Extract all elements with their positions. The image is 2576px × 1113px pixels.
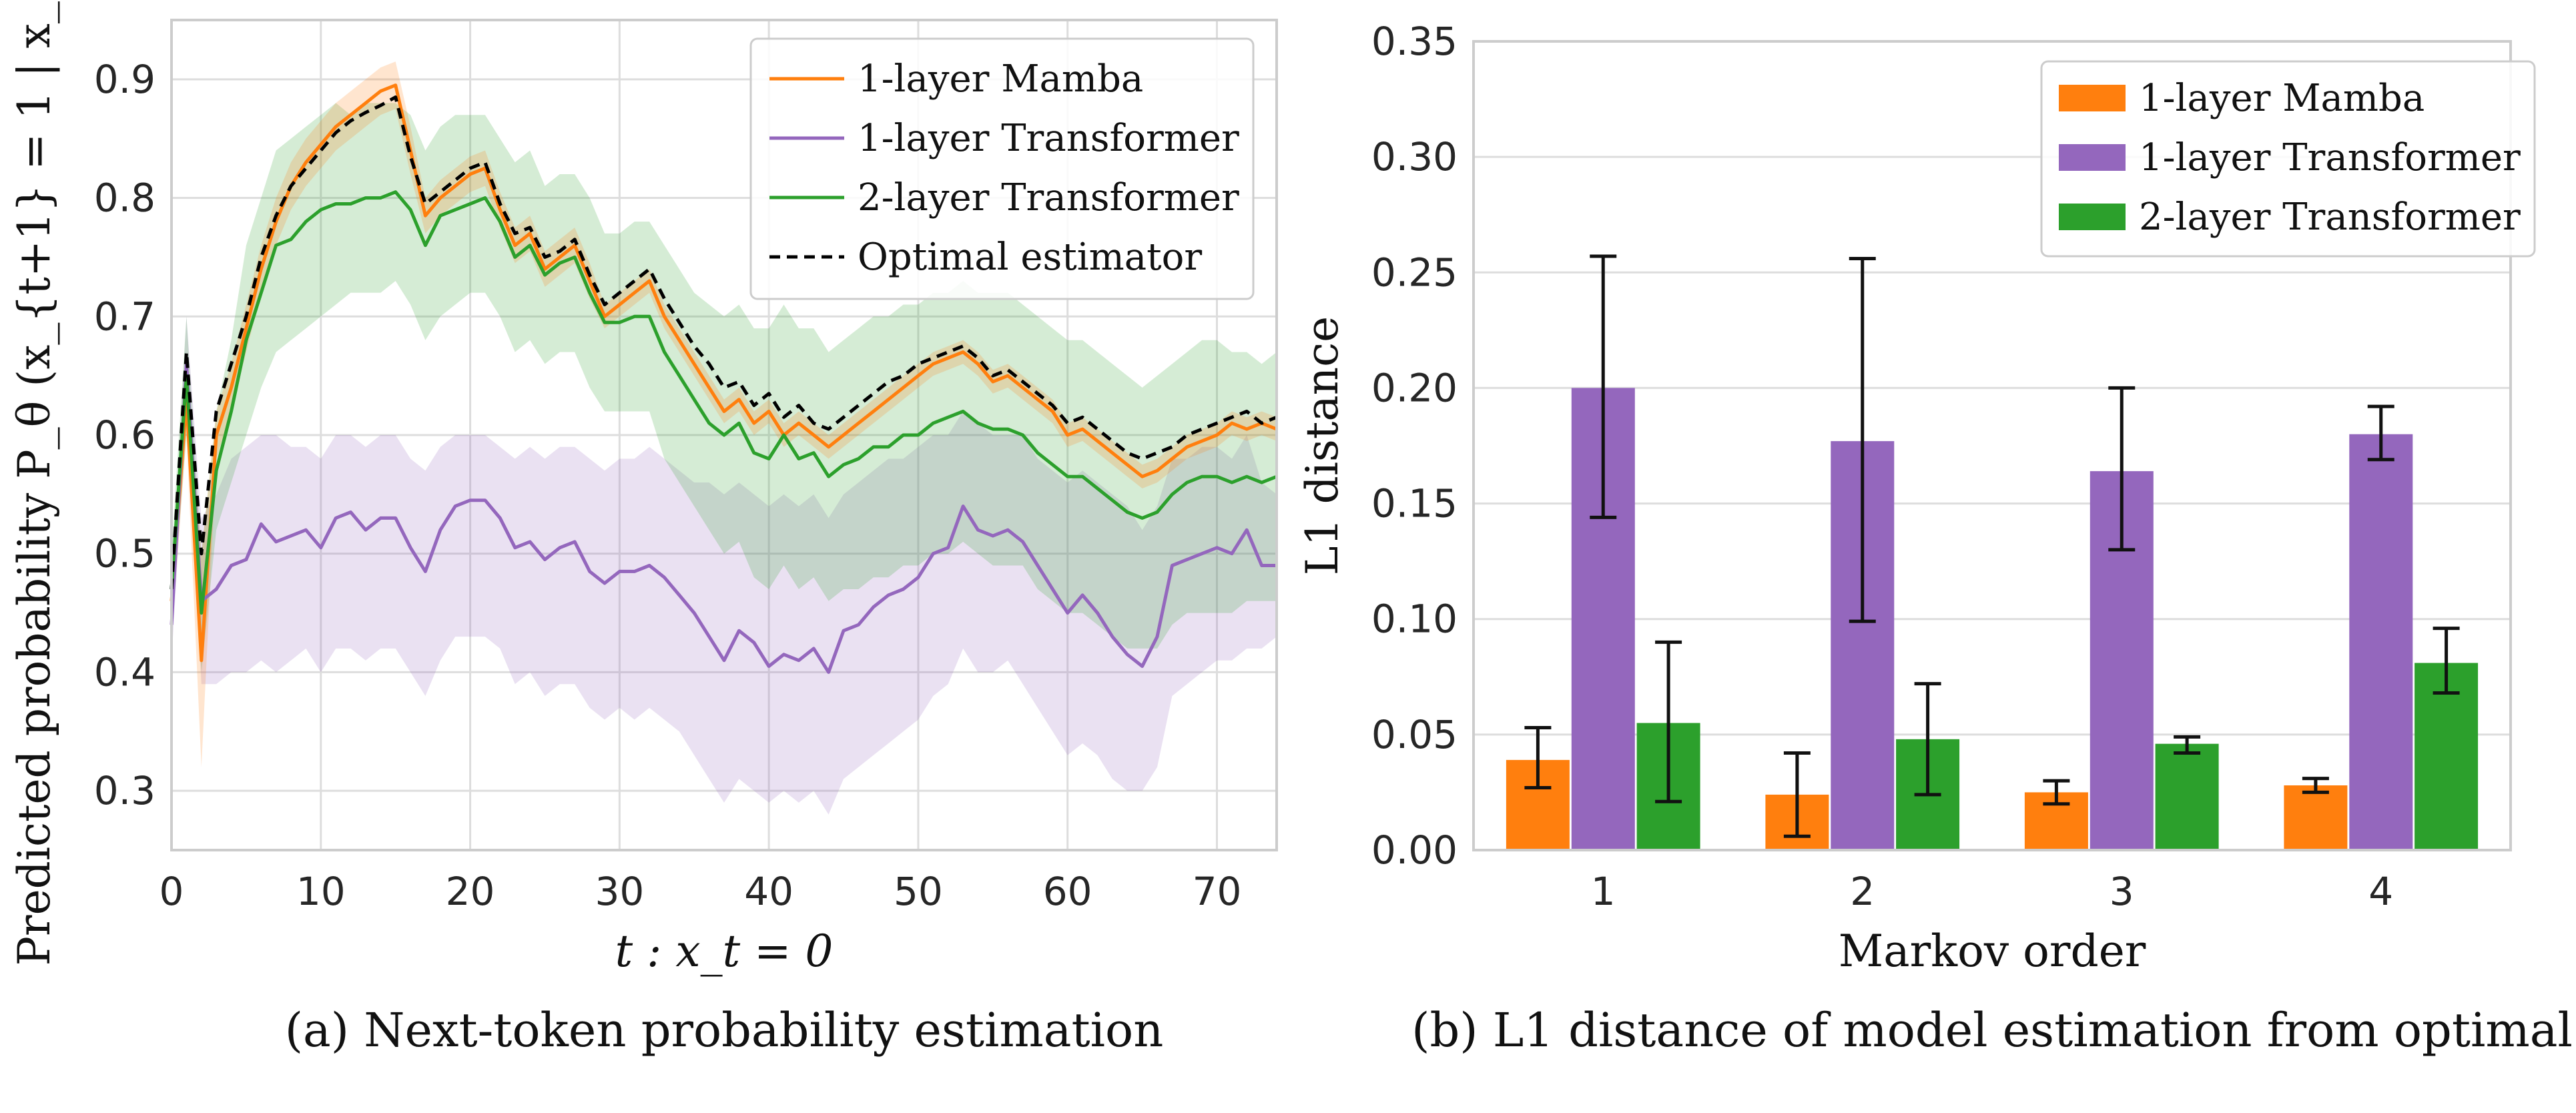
y-axis-label: L1 distance bbox=[1297, 316, 1348, 575]
x-tick-label: 40 bbox=[744, 869, 793, 914]
legend-label: 1-layer Transformer bbox=[858, 117, 1239, 160]
band-1-layer-mamba bbox=[172, 61, 1277, 767]
y-tick-label: 0.8 bbox=[94, 175, 155, 221]
legend: 1-layer Mamba 1-layer Transformer 2-layer … bbox=[749, 37, 1255, 300]
x-tick-label: 3 bbox=[2110, 869, 2134, 914]
y-tick-label: 0.20 bbox=[1371, 365, 1458, 410]
bar-1-layer-transformer bbox=[2349, 434, 2413, 850]
y-tick-label: 0.6 bbox=[94, 412, 155, 458]
x-tick-label: 50 bbox=[894, 869, 943, 914]
legend-label: 1-layer Mamba bbox=[858, 57, 1143, 101]
x-tick-label: 4 bbox=[2368, 869, 2393, 914]
caption-b: (b) L1 distance of model estimation from… bbox=[1411, 1003, 2573, 1058]
confidence-bands bbox=[172, 61, 1277, 815]
x-tick-label: 0 bbox=[159, 869, 184, 914]
legend-swatch bbox=[2059, 85, 2126, 111]
x-tick-label: 10 bbox=[296, 869, 346, 914]
legend: 1-layer Mamba 1-layer Transformer 2-layer … bbox=[2040, 60, 2536, 258]
y-tick-label: 0.5 bbox=[94, 531, 155, 577]
error-bars bbox=[1524, 254, 2460, 838]
legend-label: Optimal estimator bbox=[858, 236, 1202, 279]
legend-label: 1-layer Transformer bbox=[2139, 136, 2521, 179]
y-tick-label: 0.30 bbox=[1371, 134, 1458, 179]
bars bbox=[1506, 388, 2479, 850]
y-tick-labels: 0.3 0.4 0.5 0.6 0.7 0.8 0.9 bbox=[94, 57, 155, 813]
y-tick-label: 0.05 bbox=[1371, 712, 1458, 757]
y-axis-label: Predicted probability P_θ (x_{t+1} = 1 |… bbox=[9, 0, 60, 966]
y-tick-label: 0.00 bbox=[1371, 827, 1458, 873]
y-tick-label: 0.25 bbox=[1371, 250, 1458, 295]
x-axis-label: Markov order bbox=[1839, 925, 2146, 977]
caption-a: (a) Next-token probability estimation bbox=[285, 1003, 1164, 1058]
y-tick-label: 0.10 bbox=[1371, 597, 1458, 642]
y-tick-labels: 0.00 0.05 0.10 0.15 0.20 0.25 0.30 0.35 bbox=[1371, 19, 1458, 873]
x-tick-labels: 0 10 20 30 40 50 60 70 bbox=[159, 869, 1242, 914]
x-tick-label: 1 bbox=[1591, 869, 1616, 914]
legend-box bbox=[2040, 60, 2536, 258]
x-axis-label: t : x_t = 0 bbox=[615, 925, 834, 977]
plot-frame bbox=[170, 19, 1278, 851]
legend-swatch bbox=[2059, 144, 2126, 171]
line-1-layer-mamba bbox=[170, 83, 1277, 663]
plot-frame bbox=[1472, 40, 2512, 851]
y-tick-label: 0.4 bbox=[94, 649, 155, 695]
panel-a-line-chart: 0 10 20 30 40 50 60 70 0.3 0.4 0.5 0.6 0.7 0.8 0.9 t … bbox=[9, 0, 1278, 1058]
y-tick-label: 0.3 bbox=[94, 768, 155, 813]
bar-2-layer-transformer bbox=[2155, 743, 2219, 850]
x-tick-label: 20 bbox=[446, 869, 495, 914]
x-tick-label: 2 bbox=[1850, 869, 1875, 914]
y-tick-label: 0.7 bbox=[94, 294, 155, 339]
legend-label: 1-layer Mamba bbox=[2139, 77, 2425, 120]
x-tick-label: 30 bbox=[595, 869, 644, 914]
x-tick-labels: 1 2 3 4 bbox=[1591, 869, 2393, 914]
y-tick-label: 0.15 bbox=[1371, 481, 1458, 526]
line-1-layer-transformer bbox=[170, 362, 1277, 674]
line-optimal-estimator bbox=[170, 95, 1277, 590]
bar-1-layer-mamba bbox=[2284, 785, 2348, 850]
legend-swatch bbox=[2059, 204, 2126, 230]
legend-label: 2-layer Transformer bbox=[2139, 196, 2521, 239]
series-lines bbox=[170, 83, 1277, 674]
panel-b-bar-chart: 1 2 3 4 0.00 0.05 0.10 0.15 0.20 0.25 0.30 0.35 Ma… bbox=[1297, 19, 2573, 1058]
y-tick-label: 0.35 bbox=[1371, 19, 1458, 64]
legend-label: 2-layer Transformer bbox=[858, 176, 1239, 220]
x-tick-label: 60 bbox=[1043, 869, 1092, 914]
legend-box bbox=[749, 37, 1255, 300]
x-tick-label: 70 bbox=[1193, 869, 1242, 914]
band-2-layer-transformer bbox=[172, 103, 1277, 673]
band-1-layer-transformer bbox=[172, 316, 1277, 815]
y-tick-label: 0.9 bbox=[94, 57, 155, 102]
line-2-layer-transformer bbox=[170, 190, 1277, 615]
